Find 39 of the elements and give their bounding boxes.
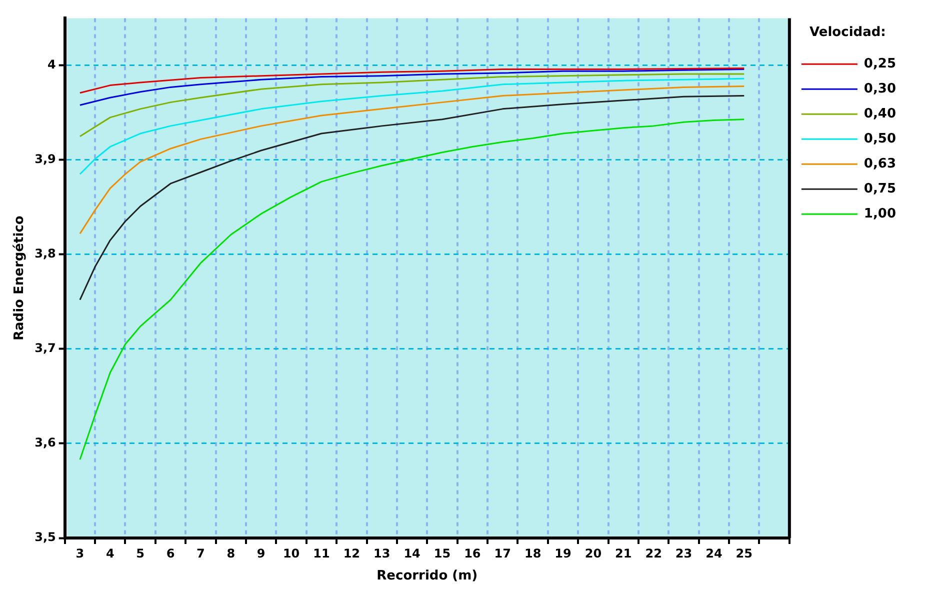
y-tick-label: 3,5 <box>34 530 56 544</box>
x-tick-label: 14 <box>404 546 420 560</box>
legend-label: 0,63 <box>864 156 896 172</box>
x-tick-label: 4 <box>106 546 114 560</box>
x-tick-label: 21 <box>615 546 632 560</box>
x-tick-label: 12 <box>343 546 360 560</box>
x-tick-label: 23 <box>675 546 692 560</box>
x-tick-label: 24 <box>706 546 722 560</box>
x-tick-label: 11 <box>313 546 330 560</box>
y-tick-label: 3,8 <box>34 246 56 261</box>
x-tick-label: 19 <box>554 546 572 560</box>
x-tick-label: 8 <box>226 546 236 560</box>
legend-title: Velocidad: <box>810 24 886 40</box>
legend-label: 0,75 <box>864 181 896 196</box>
x-tick-label: 22 <box>645 546 662 560</box>
x-tick-label: 16 <box>464 546 481 560</box>
x-tick-label: 6 <box>166 546 175 560</box>
legend-label: 0,25 <box>864 56 896 72</box>
x-tick-label: 18 <box>524 546 542 560</box>
x-axis-title: Recorrido (m) <box>376 568 478 584</box>
y-tick-label: 3,6 <box>34 436 56 450</box>
x-tick-label: 13 <box>374 546 390 560</box>
x-tick-label: 15 <box>434 546 451 560</box>
x-tick-label: 9 <box>256 546 266 560</box>
x-tick-label: 20 <box>584 546 602 560</box>
y-tick-label: 3,9 <box>34 152 56 166</box>
x-tick-label: 3 <box>76 546 84 560</box>
legend-label: 0,30 <box>864 81 896 96</box>
x-tick-label: 25 <box>736 546 752 560</box>
x-tick-label: 7 <box>196 546 205 560</box>
legend-label: 0,50 <box>864 131 896 146</box>
legend-label: 1,00 <box>864 206 896 222</box>
legend-label: 0,40 <box>864 106 896 122</box>
x-tick-label: 17 <box>494 546 511 560</box>
x-tick-label: 5 <box>136 546 145 560</box>
y-axis-title: Radio Energético <box>12 216 28 340</box>
y-tick-label: 3,7 <box>34 341 56 356</box>
x-tick-label: 10 <box>282 546 300 560</box>
y-tick-label: 4 <box>48 58 56 72</box>
